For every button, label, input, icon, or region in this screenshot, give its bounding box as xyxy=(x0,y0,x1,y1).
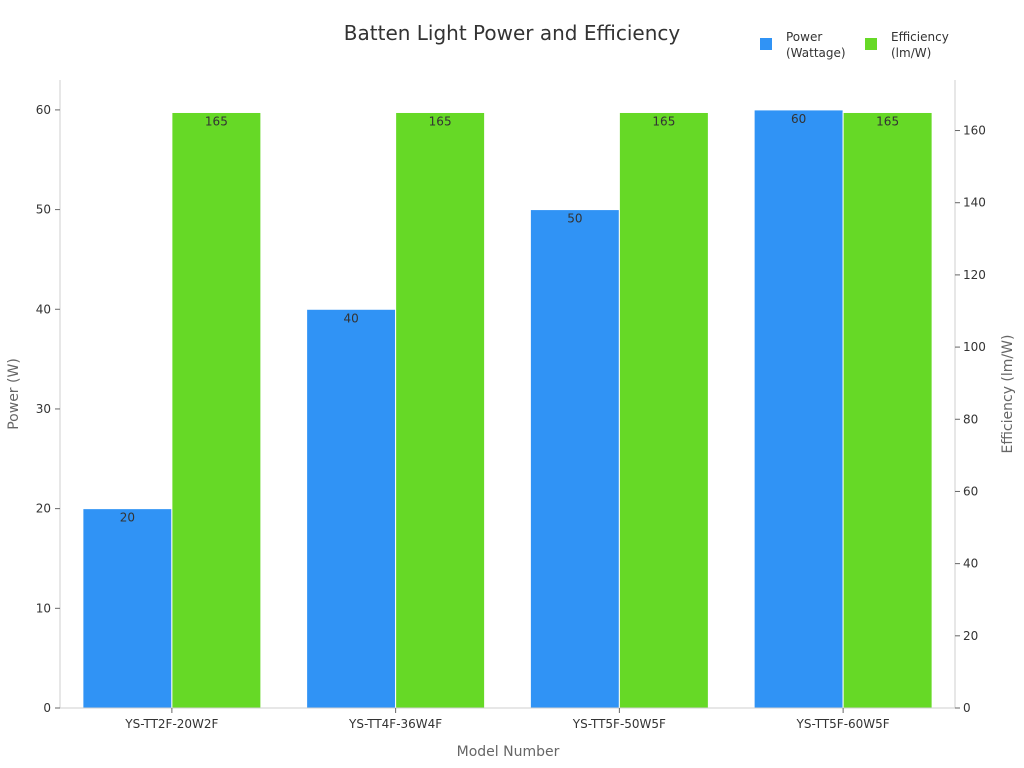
y-tick-label-left-0: 0 xyxy=(43,701,51,715)
chart-title: Batten Light Power and Efficiency xyxy=(344,21,681,45)
plot-area: 20 40 50 60 165 165 165 165 0 10 20 30 40 50 60 0 20 40 60… xyxy=(36,80,986,731)
x-axis-title: Model Number xyxy=(457,744,560,760)
y-tick-label-left-40: 40 xyxy=(36,302,51,316)
data-label-power-3: 60 xyxy=(791,112,806,126)
x-tick-label-2: YS-TT5F-50W5F xyxy=(572,717,666,731)
y-tick-label-right-120: 120 xyxy=(963,268,986,282)
bar-efficiency-3 xyxy=(842,111,933,709)
y-tick-label-right-20: 20 xyxy=(963,629,978,643)
y-tick-label-right-60: 60 xyxy=(963,484,978,498)
bar-power-1 xyxy=(306,308,397,709)
y-tick-label-right-0: 0 xyxy=(963,701,971,715)
y-tick-label-right-160: 160 xyxy=(963,124,986,138)
y-tick-label-left-60: 60 xyxy=(36,103,51,117)
y-tick-label-right-100: 100 xyxy=(963,340,986,354)
bar-power-0 xyxy=(82,508,173,709)
legend-label-efficiency-line2: (lm/W) xyxy=(891,46,931,60)
y-tick-label-right-40: 40 xyxy=(963,557,978,571)
data-label-efficiency-2: 165 xyxy=(652,114,675,128)
data-label-efficiency-0: 165 xyxy=(205,114,228,128)
legend-swatch-power xyxy=(760,38,772,50)
legend-label-efficiency: Efficiency (lm/W) xyxy=(891,30,953,60)
data-label-power-2: 50 xyxy=(567,212,582,226)
data-label-efficiency-3: 165 xyxy=(876,114,899,128)
data-label-efficiency-1: 165 xyxy=(429,114,452,128)
y-tick-label-left-20: 20 xyxy=(36,502,51,516)
y-tick-label-left-30: 30 xyxy=(36,402,51,416)
bar-power-3 xyxy=(753,109,844,709)
x-tick-label-0: YS-TT2F-20W2F xyxy=(124,717,218,731)
bar-efficiency-0 xyxy=(171,111,262,709)
legend-label-power-line2: (Wattage) xyxy=(786,46,846,60)
data-label-power-0: 20 xyxy=(120,511,135,525)
bar-efficiency-2 xyxy=(618,111,709,709)
y-tick-label-right-80: 80 xyxy=(963,412,978,426)
x-tick-label-3: YS-TT5F-60W5F xyxy=(796,717,890,731)
y-tick-label-left-10: 10 xyxy=(36,601,51,615)
bar-power-2 xyxy=(529,209,620,709)
legend-swatch-efficiency xyxy=(865,38,877,50)
data-label-power-1: 40 xyxy=(343,311,358,325)
legend-label-efficiency-line1: Efficiency xyxy=(891,30,949,44)
y-axis-title-left: Power (W) xyxy=(6,358,22,430)
legend-label-power: Power (Wattage) xyxy=(786,30,846,60)
bar-efficiency-1 xyxy=(395,111,486,709)
x-tick-label-1: YS-TT4F-36W4F xyxy=(348,717,442,731)
y-axis-title-right: Efficiency (lm/W) xyxy=(1000,335,1016,454)
y-tick-label-right-140: 140 xyxy=(963,196,986,210)
y-tick-label-left-50: 50 xyxy=(36,203,51,217)
legend-label-power-line1: Power xyxy=(786,30,822,44)
legend: Power (Wattage) Efficiency (lm/W) xyxy=(760,30,953,60)
